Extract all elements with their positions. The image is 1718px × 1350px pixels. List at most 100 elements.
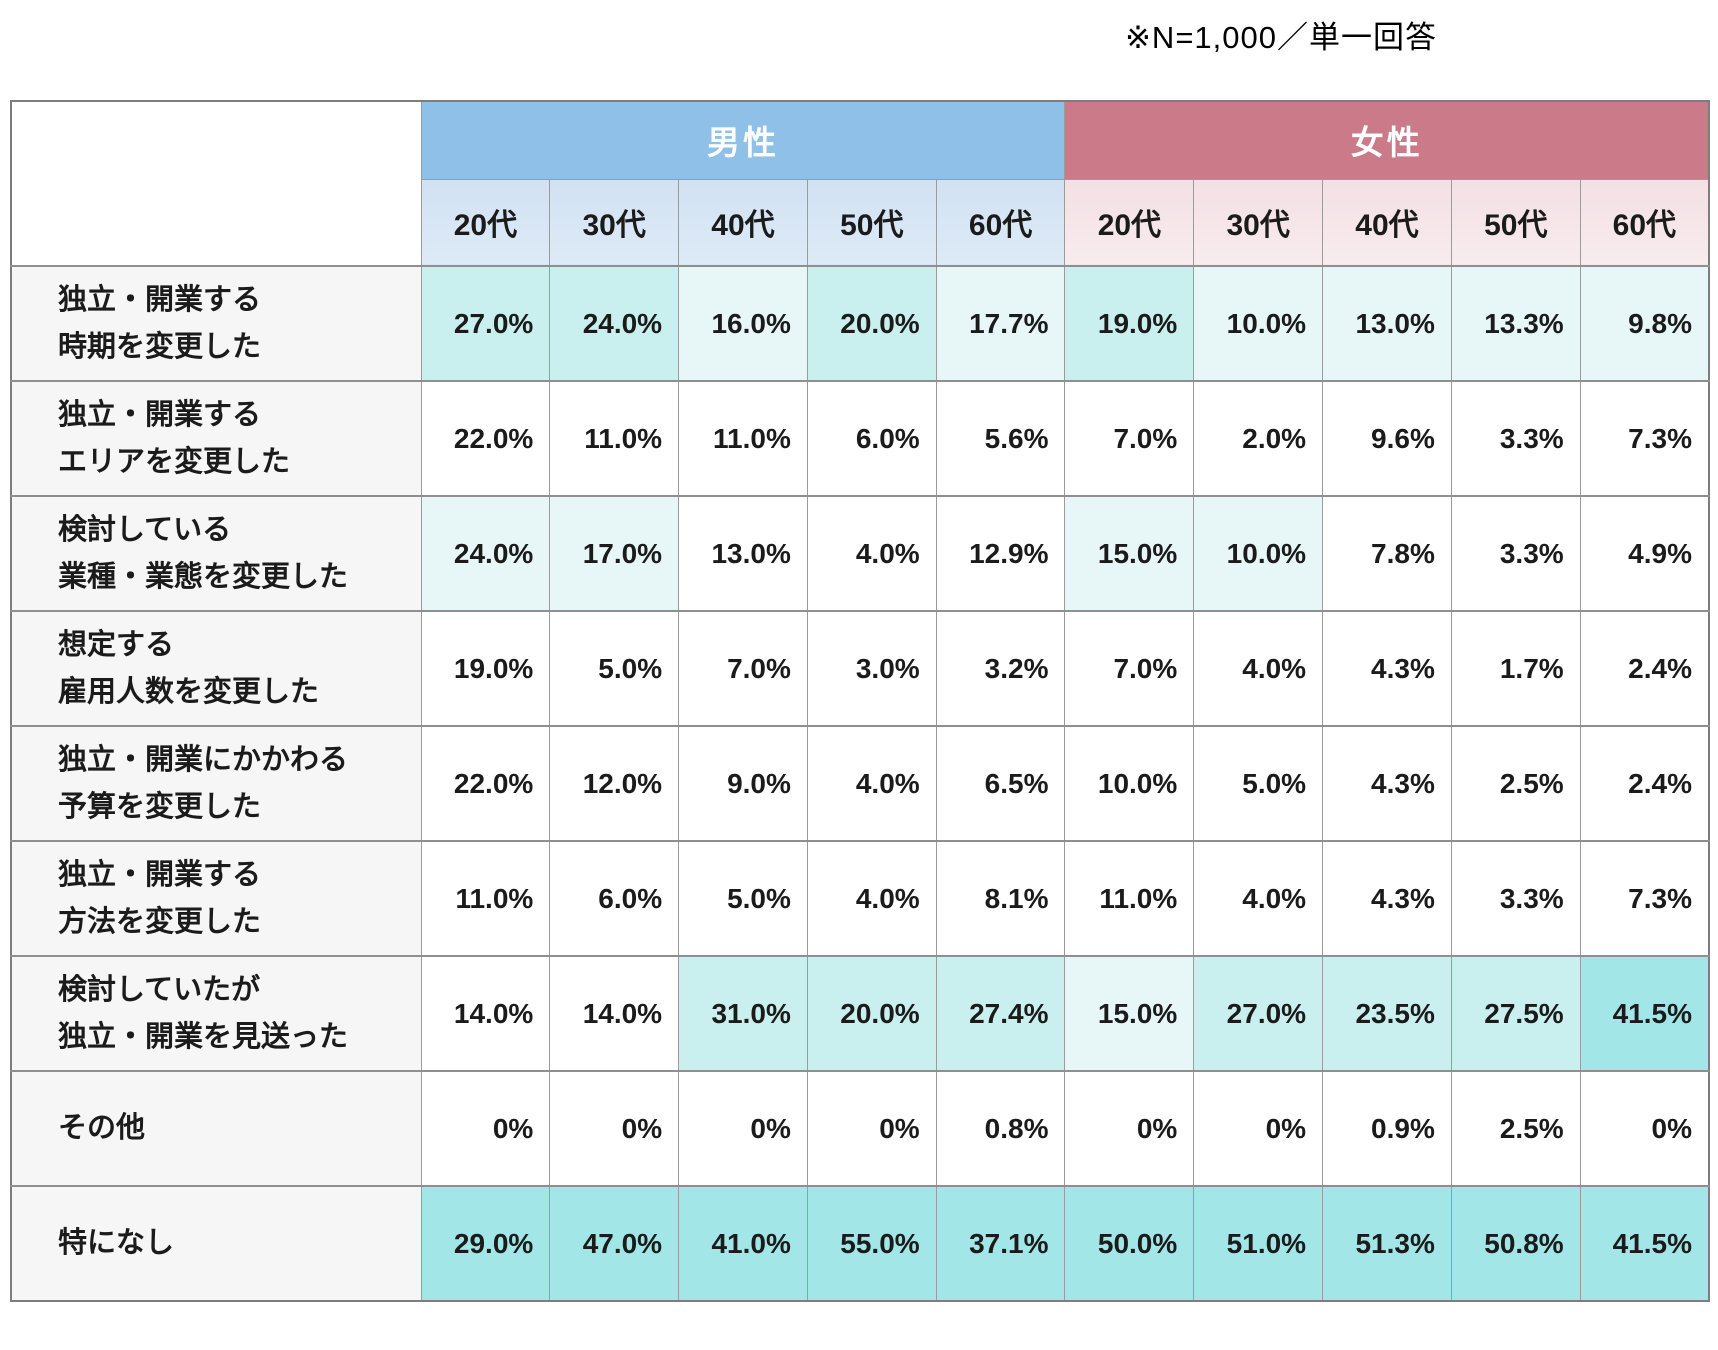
value-cell: 13.3% [1450,265,1581,382]
age-header-male-20代: 20代 [420,178,551,267]
value-cell: 14.0% [549,955,680,1072]
value-cell: 29.0% [420,1185,551,1302]
value-cell: 27.0% [420,265,551,382]
value-cell: 2.5% [1450,725,1581,842]
value-cell: 22.0% [420,725,551,842]
value-cell: 11.0% [1064,840,1195,957]
value-cell: 5.0% [1193,725,1324,842]
value-cell: 12.9% [935,495,1066,612]
row-label: 想定する 雇用人数を変更した [10,610,422,727]
value-cell: 3.2% [935,610,1066,727]
value-cell: 11.0% [549,380,680,497]
value-cell: 3.3% [1450,495,1581,612]
value-cell: 7.3% [1579,840,1710,957]
survey-table: 男性 女性 20代 30代 40代 50代 60代 20代 30代 40代 50代 60代 独立・… [10,100,1710,1302]
value-cell: 0% [1579,1070,1710,1187]
value-cell: 15.0% [1064,955,1195,1072]
value-cell: 0% [420,1070,551,1187]
age-header-female-20代: 20代 [1064,178,1195,267]
value-cell: 37.1% [935,1185,1066,1302]
age-header-male-50代: 50代 [806,178,937,267]
value-cell: 3.0% [806,610,937,727]
value-cell: 50.8% [1450,1185,1581,1302]
value-cell: 14.0% [420,955,551,1072]
value-cell: 23.5% [1322,955,1452,1072]
age-header-female-50代: 50代 [1450,178,1581,267]
value-cell: 41.5% [1579,955,1710,1072]
value-cell: 4.3% [1322,840,1452,957]
value-cell: 19.0% [420,610,551,727]
table-row: 想定する 雇用人数を変更した 19.0% 5.0% 7.0% 3.0% 3.2% 7.0% 4.… [10,610,1710,727]
value-cell: 0.8% [935,1070,1066,1187]
row-label: 独立・開業する 方法を変更した [10,840,422,957]
value-cell: 4.0% [1193,610,1324,727]
value-cell: 15.0% [1064,495,1195,612]
value-cell: 24.0% [420,495,551,612]
value-cell: 51.3% [1322,1185,1452,1302]
value-cell: 4.3% [1322,610,1452,727]
value-cell: 11.0% [420,840,551,957]
age-header-male-30代: 30代 [549,178,680,267]
value-cell: 41.0% [678,1185,808,1302]
value-cell: 50.0% [1064,1185,1195,1302]
value-cell: 27.0% [1193,955,1324,1072]
value-cell: 7.3% [1579,380,1710,497]
value-cell: 27.5% [1450,955,1581,1072]
value-cell: 6.0% [549,840,680,957]
value-cell: 4.0% [806,840,937,957]
value-cell: 20.0% [806,265,937,382]
value-cell: 11.0% [678,380,808,497]
age-header-female-30代: 30代 [1193,178,1324,267]
value-cell: 19.0% [1064,265,1195,382]
value-cell: 0% [1193,1070,1324,1187]
value-cell: 7.8% [1322,495,1452,612]
table-row: 検討していたが 独立・開業を見送った 14.0% 14.0% 31.0% 20.0% 27.… [10,955,1710,1072]
value-cell: 27.4% [935,955,1066,1072]
value-cell: 2.0% [1193,380,1324,497]
age-header-row: 20代 30代 40代 50代 60代 20代 30代 40代 50代 60代 [11,178,1710,267]
value-cell: 9.6% [1322,380,1452,497]
value-cell: 2.4% [1579,725,1710,842]
value-cell: 10.0% [1193,265,1324,382]
table-row: 独立・開業にかかわる 予算を変更した 22.0% 12.0% 9.0% 4.0% 6.5% 1… [10,725,1710,842]
group-header-male: 男性 [420,100,1066,180]
row-label: 独立・開業にかかわる 予算を変更した [10,725,422,842]
age-header-male-60代: 60代 [935,178,1066,267]
value-cell: 3.3% [1450,840,1581,957]
row-label: 独立・開業する 時期を変更した [10,265,422,382]
value-cell: 0% [549,1070,680,1187]
corner-cell [10,100,422,267]
row-label: 独立・開業する エリアを変更した [10,380,422,497]
group-header-female: 女性 [1064,100,1710,180]
value-cell: 4.0% [806,725,937,842]
sample-note: ※N=1,000／単一回答 [1124,20,1437,55]
value-cell: 17.7% [935,265,1066,382]
value-cell: 13.0% [678,495,808,612]
value-cell: 13.0% [1322,265,1452,382]
table-row: 特になし 29.0% 47.0% 41.0% 55.0% 37.1% 50.0% 51.0% 5… [10,1185,1710,1302]
row-label: 検討していたが 独立・開業を見送った [10,955,422,1072]
value-cell: 5.6% [935,380,1066,497]
table-row: 独立・開業する 方法を変更した 11.0% 6.0% 5.0% 4.0% 8.1% 11.0%… [10,840,1710,957]
value-cell: 7.0% [678,610,808,727]
value-cell: 2.4% [1579,610,1710,727]
value-cell: 10.0% [1193,495,1324,612]
row-label: その他 [10,1070,422,1187]
value-cell: 7.0% [1064,610,1195,727]
row-label: 特になし [10,1185,422,1302]
value-cell: 6.0% [806,380,937,497]
value-cell: 22.0% [420,380,551,497]
value-cell: 2.5% [1450,1070,1581,1187]
value-cell: 0.9% [1322,1070,1452,1187]
value-cell: 5.0% [549,610,680,727]
age-header-male-40代: 40代 [678,178,808,267]
value-cell: 0% [1064,1070,1195,1187]
table-row: その他 0% 0% 0% 0% 0.8% 0% 0% 0.9% 2.5% 0% [10,1070,1710,1187]
row-label: 検討している 業種・業態を変更した [10,495,422,612]
value-cell: 55.0% [806,1185,937,1302]
value-cell: 0% [678,1070,808,1187]
value-cell: 9.0% [678,725,808,842]
value-cell: 12.0% [549,725,680,842]
value-cell: 4.9% [1579,495,1710,612]
value-cell: 8.1% [935,840,1066,957]
